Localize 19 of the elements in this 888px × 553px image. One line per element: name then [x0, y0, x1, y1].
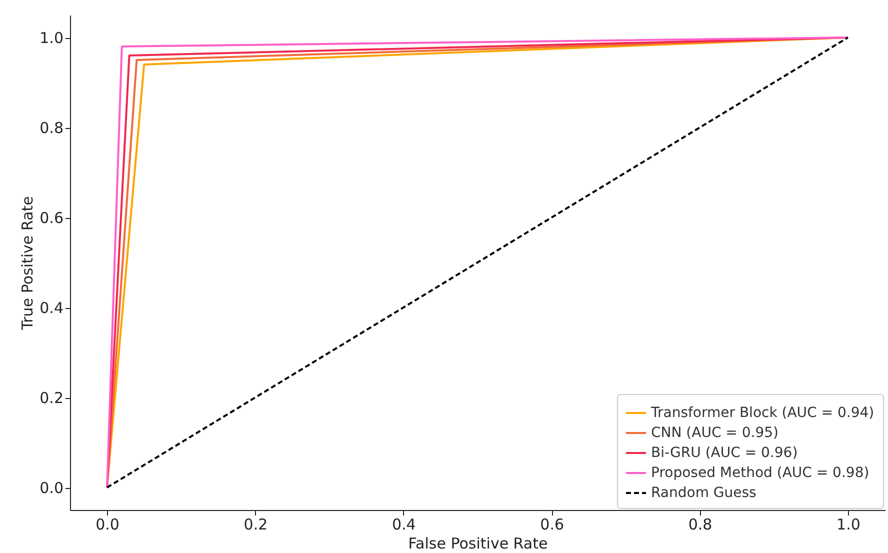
legend-label: Transformer Block (AUC = 0.94) — [650, 405, 874, 421]
x-tick-label: 0.2 — [244, 516, 268, 534]
y-tick-label: 0.4 — [40, 299, 64, 317]
x-tick-label: 0.6 — [540, 516, 564, 534]
legend-label: Random Guess — [651, 485, 756, 501]
x-tick-label: 0.0 — [96, 516, 120, 534]
y-tick-label: 0.8 — [40, 119, 64, 137]
y-tick-label: 0.2 — [40, 389, 64, 407]
legend-label: Proposed Method (AUC = 0.98) — [651, 465, 870, 481]
y-tick-label: 0.6 — [40, 209, 64, 227]
y-tick-label: 1.0 — [40, 29, 64, 47]
x-axis-title: False Positive Rate — [408, 534, 548, 552]
y-axis-title: True Positive Rate — [18, 196, 37, 331]
legend-label: CNN (AUC = 0.95) — [651, 425, 778, 441]
x-tick-label: 1.0 — [836, 516, 860, 534]
legend-label: Bi-GRU (AUC = 0.96) — [651, 445, 798, 461]
x-tick-label: 0.4 — [392, 516, 416, 534]
y-tick-label: 0.0 — [40, 479, 64, 497]
x-tick-label: 0.8 — [688, 516, 712, 534]
